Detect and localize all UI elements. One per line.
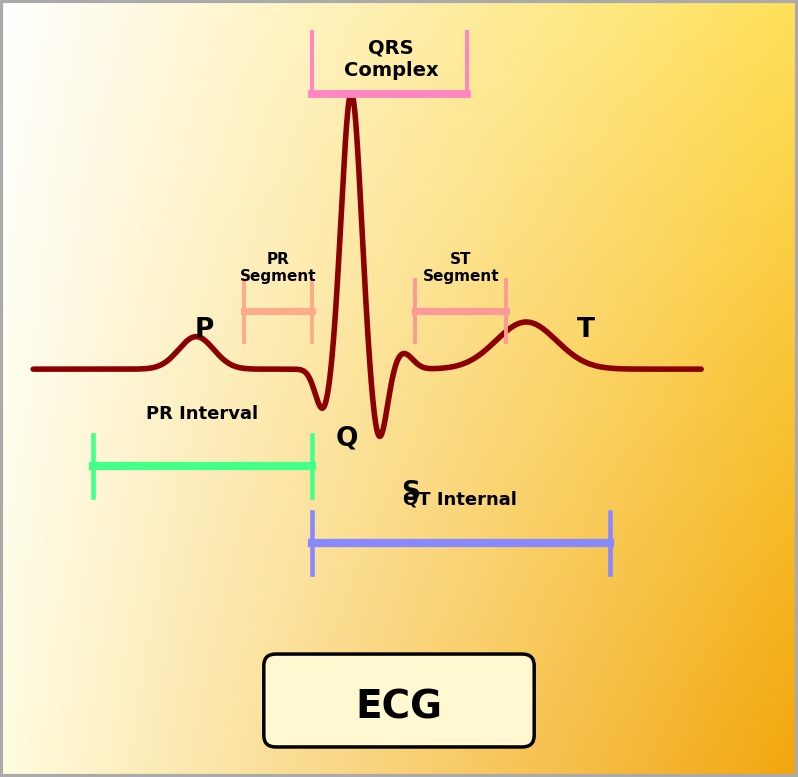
- Text: QRS
Complex: QRS Complex: [344, 39, 438, 80]
- Text: Q: Q: [336, 426, 358, 451]
- Text: PR Interval: PR Interval: [146, 406, 258, 423]
- FancyBboxPatch shape: [264, 654, 534, 747]
- Text: ST
Segment: ST Segment: [423, 252, 500, 284]
- Text: P: P: [195, 318, 214, 343]
- Text: QT Internal: QT Internal: [403, 490, 517, 508]
- Text: ECG: ECG: [355, 688, 443, 726]
- Text: S: S: [401, 480, 421, 506]
- Text: T: T: [577, 318, 595, 343]
- Text: PR
Segment: PR Segment: [240, 252, 317, 284]
